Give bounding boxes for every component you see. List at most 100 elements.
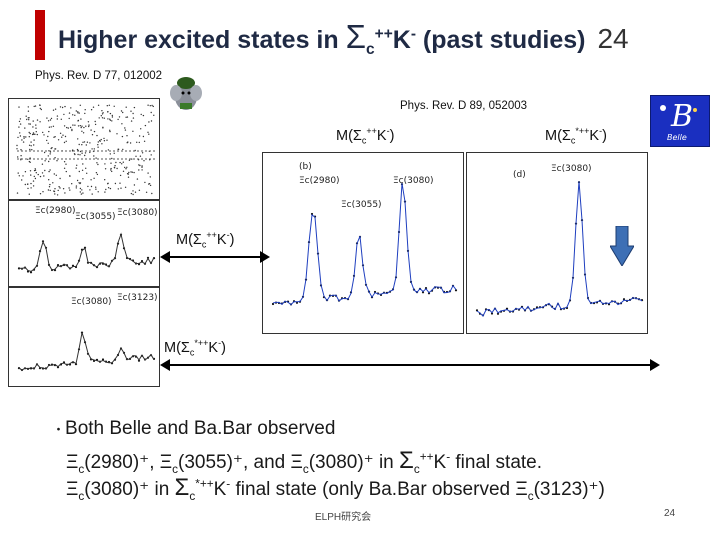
scatter-point: [148, 121, 150, 123]
scatter-point: [109, 153, 112, 155]
scatter-point: [144, 181, 146, 184]
scatter-point: [63, 113, 65, 116]
scatter-point: [132, 130, 134, 132]
scatter-point: [150, 111, 152, 114]
scatter-point: [104, 168, 107, 170]
label-m-sigma-c-pp-k-mid: M(Σc++K-): [176, 230, 235, 250]
scatter-point: [78, 143, 80, 146]
scatter-point: [142, 114, 145, 117]
scatter-point: [102, 112, 104, 114]
scatter-point: [49, 183, 51, 186]
scatter-point: [110, 167, 112, 170]
scatter-point: [56, 160, 58, 162]
belle-label-xi-2980: Ξc(2980): [299, 176, 340, 186]
belle2-data-point: [622, 298, 626, 301]
panel-label-b: (b): [299, 162, 312, 172]
scatter-point: [53, 173, 55, 175]
scatter-point: [33, 144, 35, 146]
scatter-point: [132, 190, 134, 192]
scatter-point: [81, 130, 83, 132]
scatter-point: [109, 130, 111, 133]
scatter-point: [46, 139, 48, 142]
scatter-point: [138, 189, 141, 191]
label-m-sigma-c-star-k-bottom: M(Σc*++K-): [164, 338, 226, 358]
scatter-point: [87, 185, 89, 188]
scatter-point: [63, 141, 66, 144]
scatter-point: [107, 118, 109, 120]
scatter-point: [85, 167, 87, 169]
scatter-point: [23, 136, 25, 138]
babar2-fit-curve: [18, 332, 155, 372]
scatter-point: [124, 186, 127, 188]
scatter-point: [76, 164, 78, 166]
scatter-point: [34, 105, 37, 107]
footer-text: ELPH研究会: [315, 512, 372, 523]
scatter-point: [16, 148, 18, 150]
scatter-point: [49, 151, 52, 153]
scatter-point: [28, 119, 30, 121]
scatter-point: [69, 175, 71, 177]
babar-sigma-c-k-histogram: Ξc(2980) Ξc(3055) Ξc(3080): [8, 200, 160, 287]
scatter-point: [91, 148, 93, 150]
scatter-point: [138, 169, 140, 171]
scatter-point: [141, 169, 143, 171]
scatter-point: [71, 129, 73, 132]
scatter-point: [82, 163, 84, 165]
scatter-point: [76, 179, 79, 182]
scatter-point: [143, 160, 145, 162]
belle-label-xi-3080: Ξc(3080): [393, 176, 434, 186]
scatter-point: [26, 118, 28, 121]
scatter-point: [49, 153, 51, 155]
scatter-point: [74, 124, 76, 126]
scatter-point: [57, 139, 60, 141]
scatter-point: [131, 158, 133, 160]
scatter-point: [32, 120, 34, 122]
scatter-point: [30, 182, 32, 185]
scatter-point: [97, 144, 99, 146]
slide-title: Higher excited states in Σc++K- (past st…: [58, 18, 629, 58]
scatter-point: [143, 140, 146, 142]
scatter-point: [92, 106, 95, 108]
belle1-data-point: [271, 302, 275, 306]
scatter-point: [47, 142, 49, 144]
scatter-point: [78, 182, 80, 184]
label-m-sigma-c-pp-k-top: M(Σc++K-): [336, 126, 395, 146]
scatter-point: [23, 137, 25, 139]
scatter-point: [94, 123, 97, 126]
scatter-point: [105, 188, 107, 191]
scatter-point: [69, 126, 72, 129]
belle1-data-point: [310, 212, 314, 216]
scatter-point: [79, 150, 82, 153]
scatter-point: [16, 192, 19, 194]
scatter-point: [81, 169, 84, 171]
scatter-point: [21, 139, 23, 141]
scatter-point: [68, 187, 70, 189]
scatter-point: [75, 185, 78, 187]
scatter-point: [36, 133, 38, 136]
label-xi-2980: Ξc(2980): [35, 206, 76, 216]
scatter-point: [34, 168, 36, 170]
scatter-point: [28, 131, 30, 134]
title-slide-number: 24: [597, 23, 629, 54]
scatter-point: [97, 146, 99, 148]
scatter-point: [27, 117, 29, 119]
scatter-point: [109, 129, 111, 131]
scatter-point: [39, 121, 41, 123]
scatter-point: [72, 114, 74, 116]
panel-label-d: (d): [513, 170, 526, 180]
scatter-point: [81, 125, 83, 127]
babar-reference: Phys. Rev. D 77, 012002: [35, 70, 162, 82]
scatter-point: [63, 167, 66, 169]
scatter-point: [90, 179, 92, 181]
scatter-point: [152, 105, 154, 108]
double-arrow-icon-lower: [160, 359, 660, 371]
scatter-point: [118, 116, 121, 118]
scatter-point: [79, 104, 82, 106]
scatter-point: [68, 112, 71, 114]
scatter-point: [71, 128, 73, 131]
scatter-point: [130, 120, 133, 122]
scatter-point: [117, 188, 120, 190]
scatter-point: [95, 186, 97, 188]
scatter-point: [153, 114, 155, 116]
scatter-point: [122, 148, 124, 151]
